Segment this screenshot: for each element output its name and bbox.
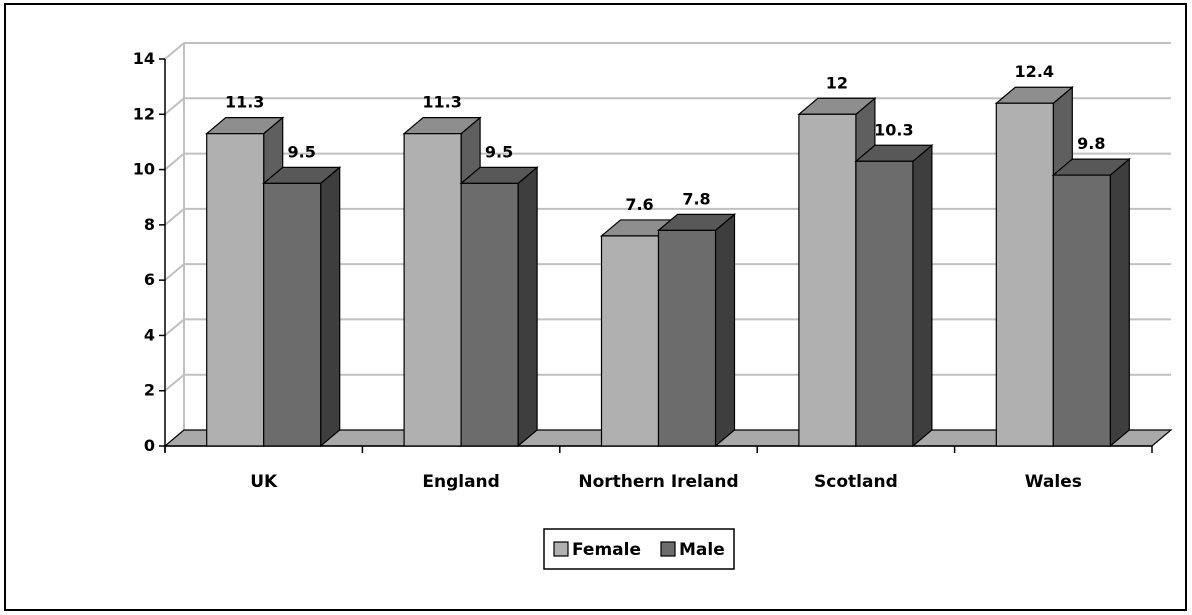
gridline-diagonal	[164, 97, 185, 116]
bar-front	[855, 160, 914, 447]
legend-swatch-female	[553, 541, 569, 557]
bar-side	[1109, 157, 1130, 448]
y-tick-label: 8	[144, 215, 155, 234]
data-label: 12.4	[1015, 62, 1054, 81]
x-tick-label: Northern Ireland	[578, 472, 738, 492]
bar-front	[600, 235, 660, 447]
gridline-diagonal	[164, 263, 185, 281]
bar-front	[995, 102, 1054, 447]
legend: Female Male	[543, 528, 735, 570]
data-labels: 11.3 9.5 11.3 9.5 7.6 7.8 12 10.3 12.4 9.8	[225, 62, 1106, 214]
bar-male	[262, 166, 342, 448]
bar-side	[912, 143, 933, 448]
bars	[205, 85, 1131, 448]
data-label: 7.8	[682, 189, 710, 208]
y-tick-label: 2	[144, 381, 155, 400]
gridline-diagonal	[164, 42, 185, 60]
data-label: 7.6	[625, 195, 653, 214]
bar-male	[1051, 157, 1131, 448]
data-label: 12	[826, 73, 848, 92]
bar-front	[403, 133, 462, 447]
legend-label-male: Male	[679, 540, 725, 560]
gridline-diagonal	[164, 318, 185, 337]
chart-frame: 0 2 4 6 8 10 12 14 11.3 9.5 11.3 9.5 7.6 7.8 12 10.3 12…	[4, 3, 1187, 611]
gridline-diagonal	[164, 152, 185, 171]
x-tick-label: Wales	[1025, 472, 1082, 492]
x-axis-labels: UK England Northern Ireland Scotland Wales	[250, 472, 1082, 492]
gridline-diagonal	[164, 208, 185, 226]
bar-side	[714, 213, 736, 448]
bar-front	[206, 133, 265, 447]
data-label: 11.3	[422, 93, 461, 112]
legend-box	[543, 528, 735, 570]
y-tick-label: 4	[144, 325, 155, 344]
data-label: 10.3	[874, 120, 913, 139]
legend-label-female: Female	[572, 540, 641, 560]
bar-front	[263, 182, 322, 447]
x-tick-label: England	[422, 472, 499, 492]
y-tick-label: 6	[144, 270, 155, 289]
bar-side	[517, 166, 538, 448]
bar-front	[460, 182, 519, 447]
bar-male	[854, 143, 934, 448]
bar-male	[656, 213, 737, 448]
gridline-diagonal	[164, 373, 185, 392]
x-tick-label: Scotland	[814, 472, 898, 492]
y-tick-label: 0	[144, 436, 155, 455]
bar-front	[798, 113, 857, 447]
bar-front	[1052, 174, 1111, 447]
y-tick-label: 14	[133, 49, 155, 68]
bar-side	[320, 166, 341, 448]
y-tick-label: 10	[133, 160, 155, 179]
data-label: 9.8	[1077, 134, 1105, 153]
data-label: 11.3	[225, 93, 264, 112]
data-label: 9.5	[288, 142, 316, 161]
bar-front	[657, 229, 717, 447]
data-label: 9.5	[485, 142, 513, 161]
bar-male	[459, 166, 539, 448]
y-tick-label: 12	[133, 104, 155, 123]
x-tick-label: UK	[250, 472, 278, 492]
bar-chart: 0 2 4 6 8 10 12 14 11.3 9.5 11.3 9.5 7.6 7.8 12 10.3 12…	[133, 42, 1173, 570]
legend-swatch-male	[660, 541, 676, 557]
